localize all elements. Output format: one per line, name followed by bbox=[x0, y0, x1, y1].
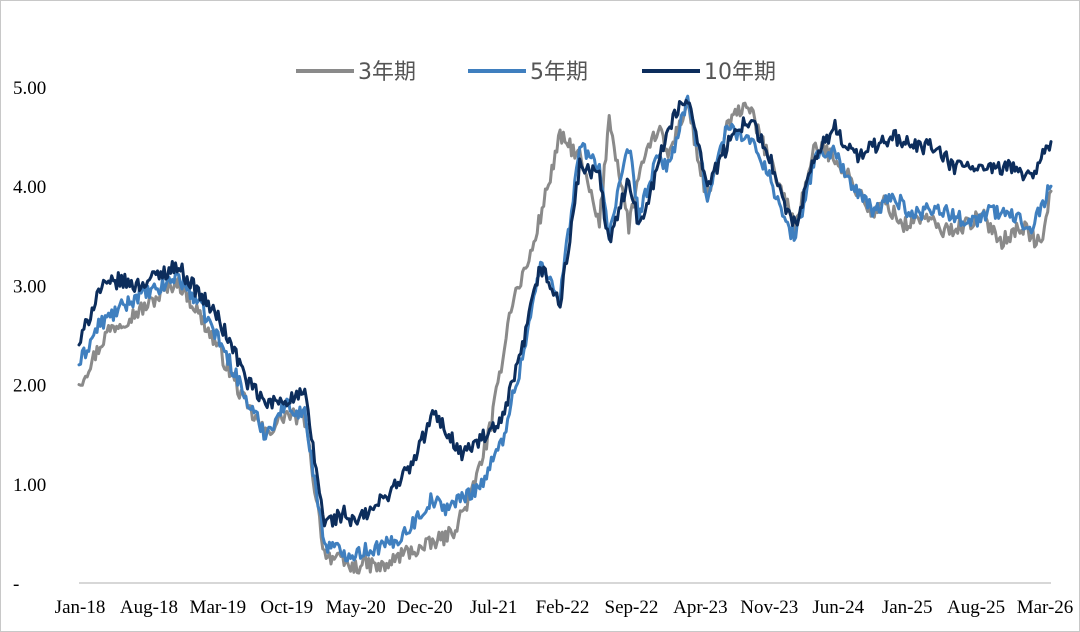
x-tick-label: Aug-25 bbox=[947, 597, 1005, 618]
legend-label-3: 10年期 bbox=[704, 60, 776, 85]
x-tick-label: Jun-24 bbox=[812, 597, 864, 618]
series-line-2 bbox=[77, 94, 1053, 563]
legend-label-2: 5年期 bbox=[530, 60, 588, 85]
x-tick-label: Feb-22 bbox=[536, 597, 590, 618]
x-axis-labels: Jan-18 Aug-18 Mar-19 Oct-19 May-20 Dec-20 Jul-… bbox=[55, 597, 1074, 618]
y-tick-label: - bbox=[13, 574, 19, 595]
y-tick-label: 2.00 bbox=[13, 376, 46, 397]
legend: 3年期 5年期 10年期 bbox=[296, 60, 776, 85]
series-line-3 bbox=[77, 99, 1053, 528]
y-axis-labels: - 1.00 2.00 3.00 4.00 5.00 bbox=[13, 78, 46, 595]
x-tick-label: Aug-18 bbox=[120, 597, 178, 618]
x-tick-label: Jul-21 bbox=[470, 597, 518, 618]
x-tick-label: Apr-23 bbox=[673, 597, 728, 618]
series-lines bbox=[77, 94, 1053, 575]
x-tick-label: Mar-19 bbox=[190, 597, 247, 618]
x-tick-label: May-20 bbox=[326, 597, 386, 618]
x-tick-label: Nov-23 bbox=[740, 597, 798, 618]
legend-label-1: 3年期 bbox=[358, 60, 416, 85]
x-tick-label: Sep-22 bbox=[605, 597, 659, 618]
x-tick-label: Mar-26 bbox=[1017, 597, 1074, 618]
y-tick-label: 1.00 bbox=[13, 475, 46, 496]
x-tick-label: Jan-18 bbox=[55, 597, 106, 618]
x-tick-label: Jan-25 bbox=[882, 597, 933, 618]
x-tick-label: Dec-20 bbox=[397, 597, 453, 618]
y-tick-label: 4.00 bbox=[13, 177, 46, 198]
x-tick-label: Oct-19 bbox=[260, 597, 313, 618]
y-tick-label: 3.00 bbox=[13, 276, 46, 297]
y-tick-label: 5.00 bbox=[13, 78, 46, 99]
